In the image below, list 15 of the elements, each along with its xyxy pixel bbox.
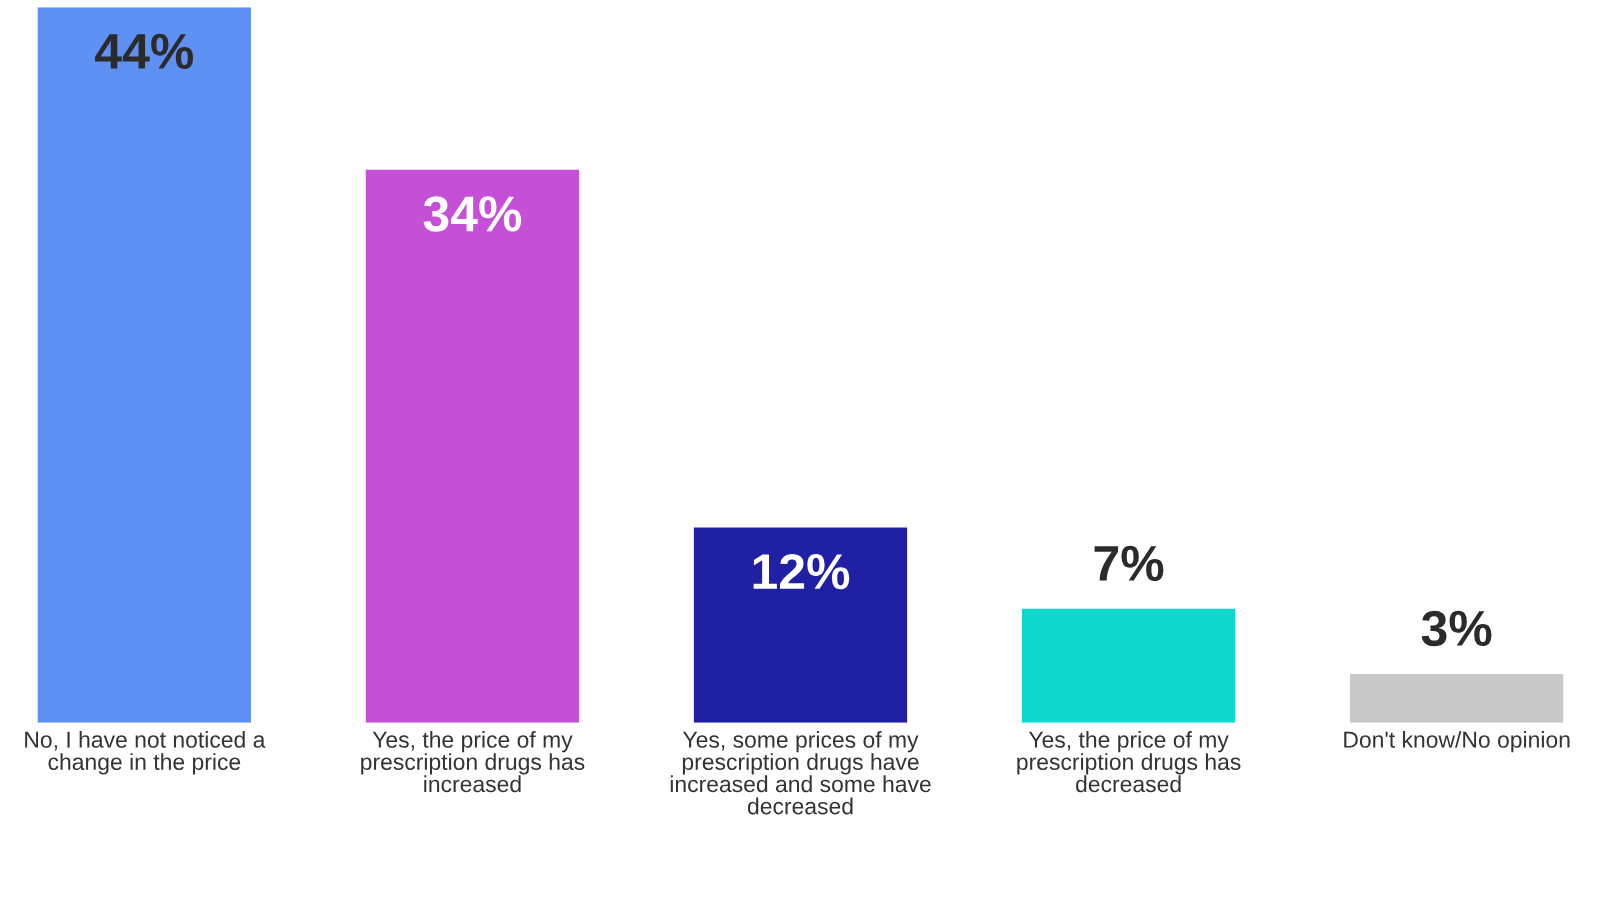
data-label: 3% bbox=[1421, 610, 1492, 647]
x-tick-label: Yes, the price of my prescription drugs has increased bbox=[361, 730, 585, 793]
x-tick-label: Don't know/No opinion bbox=[1344, 730, 1570, 753]
x-tick-label: Yes, some prices of my prescription drugs have increased and some have decreased bbox=[670, 730, 931, 815]
data-label: 7% bbox=[1094, 545, 1164, 581]
data-label: 34% bbox=[423, 196, 522, 232]
bar bbox=[365, 169, 580, 723]
bar bbox=[37, 7, 251, 723]
bar bbox=[693, 527, 908, 723]
data-label: 44% bbox=[95, 33, 194, 69]
x-tick-label: No, I have not noticed a change in the price bbox=[25, 730, 266, 775]
bar bbox=[1021, 608, 1236, 723]
bar bbox=[1350, 673, 1564, 723]
x-tick-label: Yes, the price of my prescription drugs has decreased bbox=[1017, 730, 1241, 793]
data-label: 12% bbox=[753, 553, 850, 590]
